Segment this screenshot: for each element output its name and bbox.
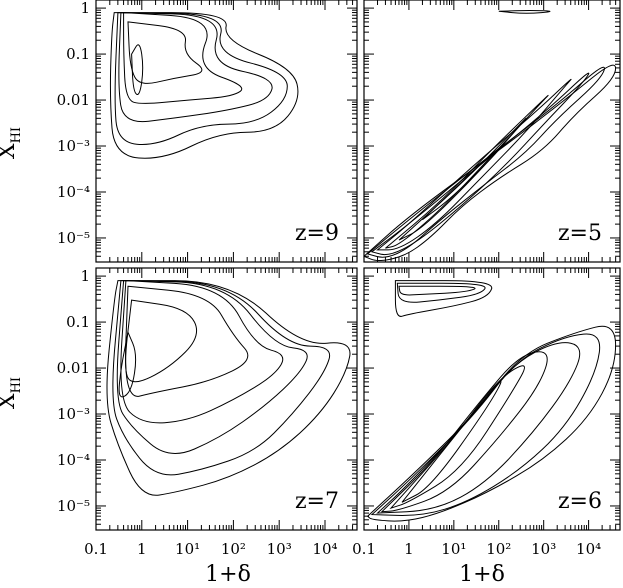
y-tick-label: 10⁻³ bbox=[57, 137, 90, 155]
contour-6 bbox=[401, 380, 502, 503]
panel-top-right: z=5 bbox=[363, 0, 621, 263]
panel-bottom-left: 1 0.1 0.01 10⁻³ 10⁻⁴ 10⁻⁵ 0.1 1 10¹ 10² 10³ 10⁴ z=7 bbox=[57, 267, 358, 558]
y-axis-title-top: XHI bbox=[0, 127, 24, 159]
panel-bottom-right: 0.1 1 10¹ 10² 10³ 10⁴ z=6 bbox=[352, 267, 621, 558]
y-tick-label: 10⁻⁵ bbox=[57, 497, 90, 515]
contour-1 bbox=[109, 12, 299, 159]
x-axis-title-right: 1+δ bbox=[459, 562, 505, 587]
contour-9 bbox=[398, 285, 476, 296]
x-axis-title-left: 1+δ bbox=[205, 562, 251, 587]
x-tick-label: 10¹ bbox=[441, 540, 466, 558]
contour-8 bbox=[396, 282, 486, 303]
x-tick-label: 10⁴ bbox=[576, 540, 601, 558]
y-tick-label: 10⁻⁵ bbox=[57, 229, 90, 247]
x-tick-label: 10¹ bbox=[175, 540, 200, 558]
ylabel-sub: HI bbox=[9, 127, 24, 143]
x-tick-label: 0.1 bbox=[352, 540, 376, 558]
contour-4 bbox=[380, 351, 548, 513]
contour-6 bbox=[125, 299, 198, 383]
x-tick-label: 10³ bbox=[531, 540, 556, 558]
contour-5 bbox=[385, 94, 549, 249]
contour-7 bbox=[394, 280, 493, 317]
x-tick-label: 10² bbox=[221, 540, 246, 558]
contour-group bbox=[364, 10, 617, 262]
contour-group bbox=[366, 280, 617, 522]
panel-top-left: 1 0.1 0.01 10⁻³ 10⁻⁴ 10⁻⁵ z=9 bbox=[57, 0, 358, 263]
y-tick-label: 0.1 bbox=[66, 313, 90, 331]
x-tick-label: 0.1 bbox=[84, 540, 108, 558]
contour-3 bbox=[116, 280, 308, 454]
ylabel-sub: HI bbox=[9, 377, 24, 393]
contour-1 bbox=[366, 325, 617, 522]
axis-labels: XHI XHI 1+δ 1+δ bbox=[0, 127, 505, 587]
y-tick-label: 10⁻⁴ bbox=[57, 183, 90, 201]
y-axis-title-bottom: XHI bbox=[0, 377, 24, 409]
contour-7 bbox=[118, 330, 137, 398]
y-tick-label: 1 bbox=[80, 267, 90, 285]
y-tick-label: 10⁻³ bbox=[57, 405, 90, 423]
panel-redshift-label: z=7 bbox=[295, 489, 339, 514]
x-tick-label: 1 bbox=[404, 540, 414, 558]
x-tick-label: 10⁴ bbox=[312, 540, 337, 558]
ylabel-main: X bbox=[0, 393, 20, 409]
ylabel-main: X bbox=[0, 143, 20, 159]
contour-2 bbox=[112, 280, 331, 476]
y-tick-label: 0.1 bbox=[66, 45, 90, 63]
contour-4 bbox=[376, 78, 572, 251]
contour-5 bbox=[127, 21, 203, 84]
panel-redshift-label: z=9 bbox=[295, 221, 339, 246]
contour-5 bbox=[125, 285, 249, 397]
contour-group bbox=[106, 280, 351, 496]
contour-8 bbox=[498, 10, 551, 14]
contour-group bbox=[109, 12, 299, 159]
contour-3 bbox=[118, 12, 273, 123]
panel-redshift-label: z=5 bbox=[558, 221, 602, 246]
contour-2 bbox=[114, 12, 288, 145]
contour-6 bbox=[131, 44, 144, 95]
contour-3 bbox=[376, 342, 581, 514]
y-tick-label: 0.01 bbox=[57, 359, 90, 377]
x-tick-label: 10² bbox=[486, 540, 511, 558]
contour-4 bbox=[123, 12, 243, 104]
x-tick-label: 10³ bbox=[267, 540, 292, 558]
panel-redshift-label: z=6 bbox=[558, 489, 602, 514]
contour-3 bbox=[370, 72, 590, 256]
x-tick-label: 1 bbox=[137, 540, 147, 558]
contour-2 bbox=[370, 333, 601, 516]
contour-4 bbox=[120, 280, 284, 424]
contour-1 bbox=[106, 280, 351, 496]
y-tick-label: 1 bbox=[80, 0, 90, 17]
y-tick-label: 10⁻⁴ bbox=[57, 451, 90, 469]
contour-7 bbox=[422, 147, 501, 221]
y-tick-label: 0.01 bbox=[57, 91, 90, 109]
contour-5 bbox=[389, 365, 525, 510]
